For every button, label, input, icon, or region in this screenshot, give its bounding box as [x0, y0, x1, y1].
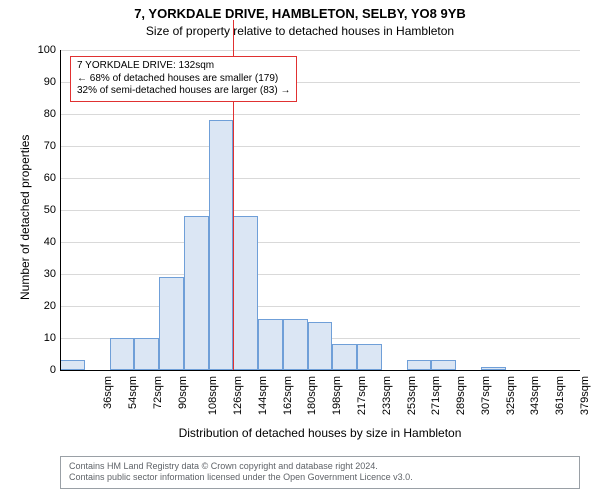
grid-line [60, 178, 580, 179]
grid-line [60, 146, 580, 147]
footer-attribution: Contains HM Land Registry data © Crown c… [60, 456, 580, 489]
histogram-bar [357, 344, 382, 370]
histogram-bar [209, 120, 234, 370]
property-size-chart: 7, YORKDALE DRIVE, HAMBLETON, SELBY, YO8… [0, 0, 600, 500]
x-tick-label: 108sqm [208, 376, 220, 415]
x-axis-label: Distribution of detached houses by size … [60, 426, 580, 440]
x-tick-label: 253sqm [406, 376, 418, 415]
y-tick-label: 10 [20, 332, 56, 344]
x-tick-label: 217sqm [356, 376, 368, 415]
x-tick-label: 271sqm [430, 376, 442, 415]
histogram-bar [159, 277, 184, 370]
x-tick-label: 90sqm [177, 376, 189, 409]
histogram-bar [407, 360, 432, 370]
x-tick-label: 144sqm [257, 376, 269, 415]
grid-line [60, 50, 580, 51]
y-axis-line [60, 50, 61, 370]
x-tick-label: 307sqm [480, 376, 492, 415]
annotation-line-3: 32% of semi-detached houses are larger (… [77, 85, 290, 98]
x-tick-label: 36sqm [102, 376, 114, 409]
histogram-bar [283, 319, 308, 370]
grid-line [60, 114, 580, 115]
x-tick-label: 162sqm [282, 376, 294, 415]
y-tick-label: 0 [20, 364, 56, 376]
y-tick-label: 40 [20, 236, 56, 248]
grid-line [60, 242, 580, 243]
x-tick-label: 379sqm [579, 376, 591, 415]
x-tick-label: 233sqm [381, 376, 393, 415]
y-tick-label: 60 [20, 172, 56, 184]
footer-line-2: Contains public sector information licen… [69, 472, 571, 483]
histogram-bar [258, 319, 283, 370]
y-tick-label: 50 [20, 204, 56, 216]
y-tick-label: 70 [20, 140, 56, 152]
chart-subtitle: Size of property relative to detached ho… [0, 24, 600, 38]
histogram-bar [308, 322, 333, 370]
x-tick-label: 72sqm [152, 376, 164, 409]
annotation-line-2: ← 68% of detached houses are smaller (17… [77, 73, 290, 86]
annotation-box: 7 YORKDALE DRIVE: 132sqm ← 68% of detach… [70, 56, 297, 102]
histogram-bar [110, 338, 135, 370]
histogram-bar [184, 216, 209, 370]
x-axis-line [60, 370, 580, 371]
x-tick-label: 289sqm [455, 376, 467, 415]
chart-title: 7, YORKDALE DRIVE, HAMBLETON, SELBY, YO8… [0, 6, 600, 22]
histogram-bar [60, 360, 85, 370]
y-tick-label: 90 [20, 76, 56, 88]
annotation-line-1: 7 YORKDALE DRIVE: 132sqm [77, 60, 290, 73]
histogram-bar [431, 360, 456, 370]
x-tick-label: 325sqm [505, 376, 517, 415]
footer-line-1: Contains HM Land Registry data © Crown c… [69, 461, 571, 472]
y-tick-label: 100 [20, 44, 56, 56]
x-tick-label: 54sqm [127, 376, 139, 409]
y-tick-label: 30 [20, 268, 56, 280]
histogram-bar [332, 344, 357, 370]
y-tick-label: 80 [20, 108, 56, 120]
grid-line [60, 274, 580, 275]
x-tick-label: 343sqm [529, 376, 541, 415]
grid-line [60, 210, 580, 211]
x-tick-label: 126sqm [232, 376, 244, 415]
y-tick-label: 20 [20, 300, 56, 312]
histogram-bar [233, 216, 258, 370]
x-tick-label: 198sqm [331, 376, 343, 415]
grid-line [60, 306, 580, 307]
histogram-bar [134, 338, 159, 370]
x-tick-label: 361sqm [554, 376, 566, 415]
x-tick-label: 180sqm [307, 376, 319, 415]
